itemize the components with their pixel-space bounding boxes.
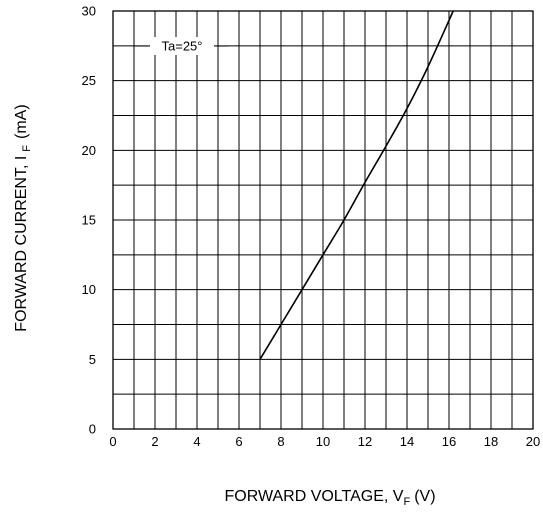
y-axis-label: FORWARD CURRENT, I F (mA) [13, 104, 33, 331]
grid [112, 10, 534, 430]
x-tick-label: 14 [400, 434, 414, 449]
y-tick-label: 0 [89, 422, 96, 437]
x-tick-label: 20 [526, 434, 540, 449]
x-tick-label: 12 [358, 434, 372, 449]
y-tick-label: 25 [82, 73, 96, 88]
x-tick-label: 2 [151, 434, 158, 449]
x-tick-label: 6 [235, 434, 242, 449]
x-axis-label: FORWARD VOLTAGE, VF (V) [224, 488, 435, 508]
x-tick-label: 8 [277, 434, 284, 449]
y-tick-label: 30 [82, 4, 96, 19]
x-axis-label-subscript: F [403, 496, 410, 508]
annotation-background [150, 37, 214, 55]
x-tick-label: 18 [484, 434, 498, 449]
y-tick-label: 15 [82, 213, 96, 228]
x-tick-label: 10 [316, 434, 330, 449]
y-axis-label-unit: (mA) [13, 104, 30, 139]
x-tick-label: 16 [442, 434, 456, 449]
annotation: Ta=25° [133, 37, 229, 55]
y-tick-label: 10 [82, 282, 96, 297]
x-tick-label: 4 [193, 434, 200, 449]
x-axis-label-main: FORWARD VOLTAGE, V [224, 488, 403, 505]
y-tick-labels: 0 5 10 15 20 25 30 [82, 4, 96, 437]
y-axis-label-subscript: F [21, 145, 33, 152]
annotation-label: Ta=25° [162, 39, 203, 54]
x-tick-labels: 0 2 4 6 8 10 12 14 16 18 20 [109, 434, 540, 449]
y-tick-label: 20 [82, 143, 96, 158]
series-line [259, 10, 454, 360]
x-axis-label-unit: (V) [414, 488, 435, 505]
x-tick-label: 0 [109, 434, 116, 449]
plot-border [112, 10, 534, 430]
y-tick-label: 5 [89, 352, 96, 367]
y-axis-label-main: FORWARD CURRENT, I [13, 156, 30, 332]
